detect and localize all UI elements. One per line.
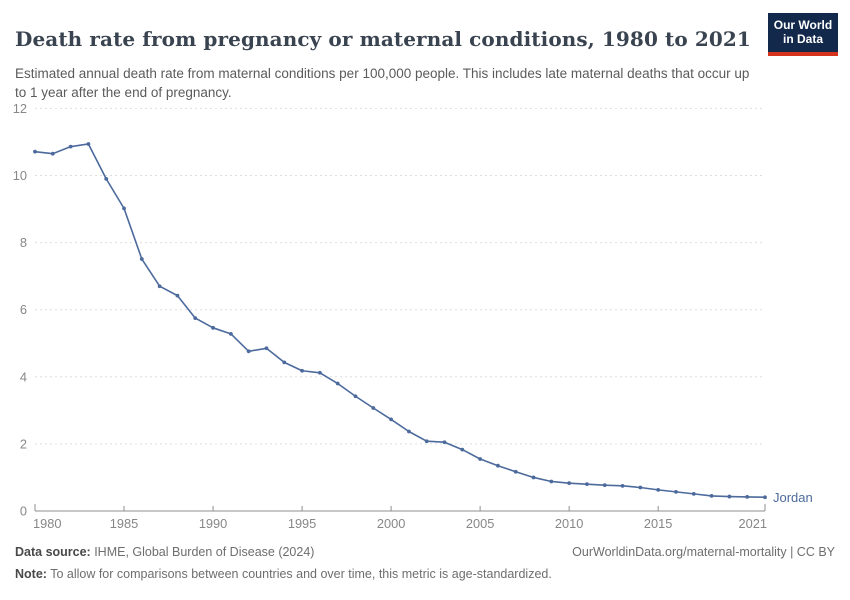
x-tick-label: 1980 <box>33 516 61 531</box>
data-line <box>34 143 766 499</box>
data-point <box>50 151 55 156</box>
data-point <box>33 149 37 154</box>
data-point <box>389 417 393 422</box>
data-point <box>709 494 714 498</box>
data-point <box>549 479 554 484</box>
data-point <box>691 491 696 496</box>
x-tick-label: 1990 <box>199 516 227 531</box>
data-point <box>371 406 376 410</box>
y-tick-label: 10 <box>13 168 27 183</box>
data-point <box>157 284 162 289</box>
y-tick-label: 12 <box>13 101 27 116</box>
y-tick-label: 0 <box>20 503 27 518</box>
data-point <box>353 394 358 399</box>
data-point <box>335 381 340 386</box>
data-point <box>122 206 126 211</box>
page-title: Death rate from pregnancy or maternal co… <box>15 27 751 52</box>
data-source-text: Data source: IHME, Global Burden of Dise… <box>15 543 314 562</box>
note-label: Note: <box>15 566 47 581</box>
data-point <box>442 440 447 445</box>
data-point <box>175 293 180 298</box>
x-tick-label: 1995 <box>288 516 316 531</box>
data-point <box>745 495 750 499</box>
data-point <box>68 144 73 149</box>
data-point <box>602 483 607 488</box>
data-point <box>264 346 269 351</box>
chart-footer: Data source: IHME, Global Burden of Dise… <box>15 543 835 584</box>
y-tick-label: 8 <box>20 235 27 250</box>
data-point <box>300 368 304 373</box>
data-point <box>139 257 144 261</box>
data-point <box>282 360 287 365</box>
data-point <box>620 483 625 488</box>
data-point <box>656 487 661 492</box>
data-source-label: Data source: <box>15 545 91 559</box>
y-tick-label: 4 <box>20 369 27 384</box>
data-point <box>513 469 518 474</box>
x-tick-label: 2000 <box>377 516 405 531</box>
y-tick-label: 6 <box>20 302 27 317</box>
data-point <box>763 495 767 500</box>
x-tick-label: 2010 <box>555 516 583 531</box>
line-chart: 0 2 4 6 8 10 12 1980 1985 1990 1995 2000 2005 2010 201… <box>13 101 813 531</box>
x-tick-label: 1985 <box>110 516 138 531</box>
data-point <box>496 463 500 468</box>
series-end-label[interactable]: Jordan <box>773 490 813 505</box>
data-point <box>317 370 322 375</box>
chart-subtitle: Estimated annual death rate from materna… <box>15 65 750 100</box>
data-point <box>211 325 215 330</box>
data-point <box>246 349 251 354</box>
data-source-value: IHME, Global Burden of Disease (2024) <box>90 545 315 559</box>
data-point <box>407 429 411 434</box>
data-point <box>478 457 483 461</box>
owid-logo-line2: in Data <box>782 32 823 47</box>
data-point <box>193 316 198 320</box>
data-point <box>727 494 732 499</box>
note-value: To allow for comparisons between countri… <box>46 566 552 581</box>
data-point <box>567 481 572 486</box>
license-link[interactable]: OurWorldinData.org/maternal-mortality | … <box>572 545 835 559</box>
data-point <box>424 439 429 444</box>
data-point <box>531 475 536 480</box>
data-point <box>638 485 643 490</box>
x-tick-label: 2021 <box>739 516 767 531</box>
note-text: Note: To allow for comparisons between c… <box>15 567 552 581</box>
owid-logo-line1: Our World <box>773 18 833 32</box>
data-point <box>674 489 678 494</box>
owid-logo: Our World in Data <box>768 13 838 56</box>
data-point <box>228 331 233 336</box>
data-point <box>460 447 465 452</box>
data-point <box>585 482 589 487</box>
x-tick-label: 2005 <box>466 516 494 531</box>
y-tick-label: 2 <box>20 436 27 451</box>
data-point <box>86 142 91 146</box>
x-tick-label: 2015 <box>644 516 672 531</box>
data-point <box>104 176 109 181</box>
